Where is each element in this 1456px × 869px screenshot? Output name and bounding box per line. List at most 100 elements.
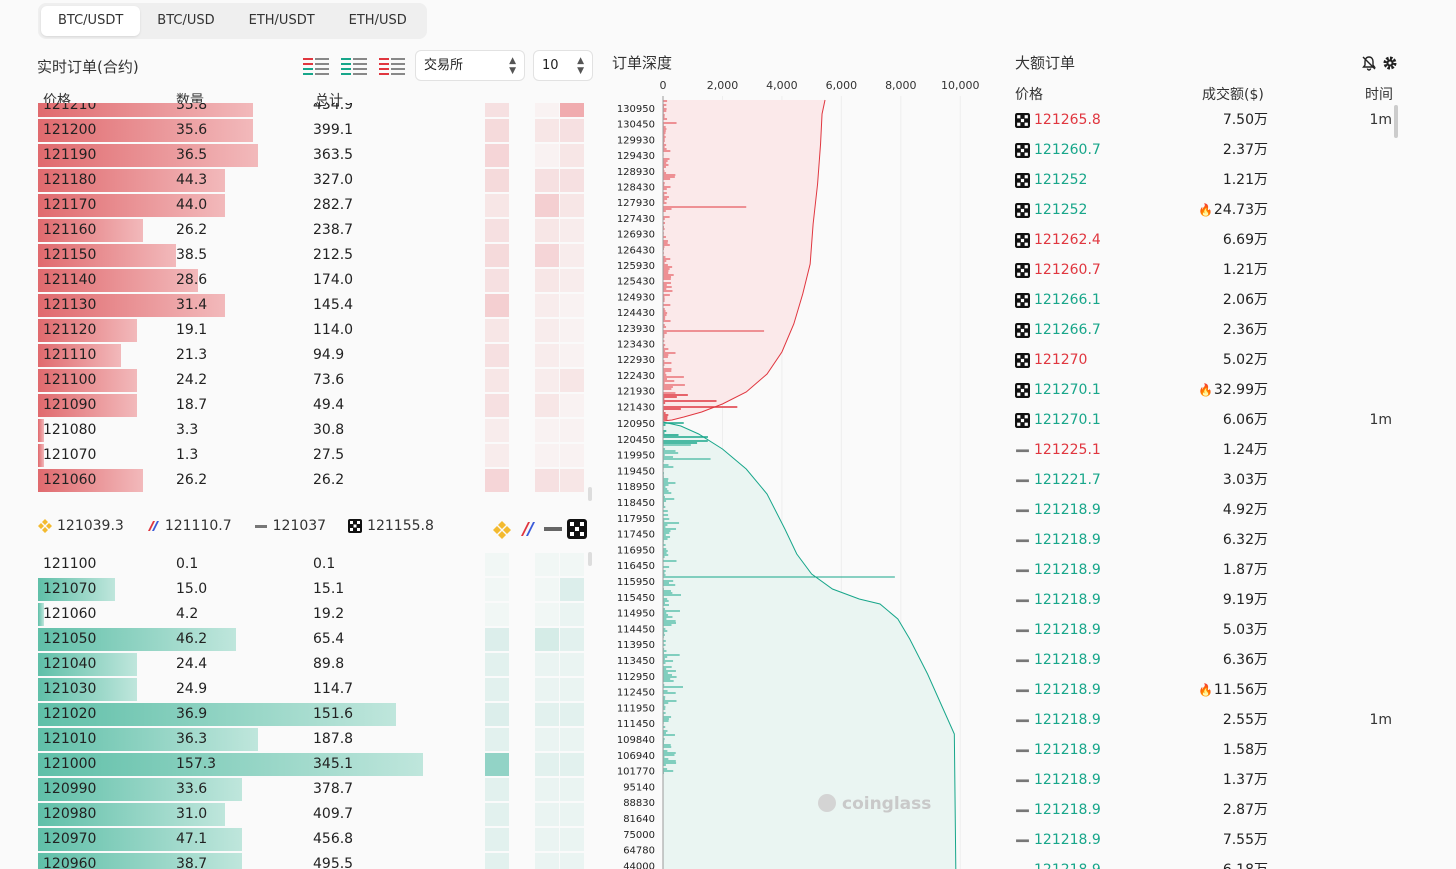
ask-scrollbar[interactable]	[588, 487, 592, 501]
bigorder-row[interactable]: 121225.1 1.24万	[1015, 435, 1400, 465]
bid-row[interactable]: 121010 36.3 187.8	[38, 727, 588, 752]
y-tick-label: 64780	[623, 846, 655, 857]
bybit-icon[interactable]	[518, 519, 538, 539]
bigorder-row[interactable]: 121218.9 2.87万	[1015, 795, 1400, 825]
depth-select[interactable]: 10 ▲ ▼	[533, 50, 593, 81]
bid-row[interactable]: 121070 15.0 15.1	[38, 577, 588, 602]
ask-row[interactable]: 121080 3.3 30.8	[38, 418, 588, 443]
bigorder-row[interactable]: 121260.7 1.21万	[1015, 255, 1400, 285]
bigorder-row[interactable]: 121221.7 3.03万	[1015, 465, 1400, 495]
ask-row[interactable]: 121070 1.3 27.5	[38, 443, 588, 468]
bigorder-row[interactable]: 121270.1 🔥32.99万	[1015, 375, 1400, 405]
ask-row[interactable]: 121170 44.0 282.7	[38, 193, 588, 218]
bigorder-row[interactable]: 121260.7 2.37万	[1015, 135, 1400, 165]
binance-icon[interactable]	[492, 519, 512, 539]
ask-price: 121140	[43, 272, 97, 288]
bid-row[interactable]: 120960 38.7 495.5	[38, 852, 588, 869]
ask-qty: 1.3	[176, 447, 199, 463]
bigorder-row[interactable]: 121252 🔥24.73万	[1015, 195, 1400, 225]
ask-row[interactable]: 121120 19.1 114.0	[38, 318, 588, 343]
exchange-select[interactable]: 交易所 ▲ ▼	[415, 50, 525, 81]
bid-row[interactable]: 121060 4.2 19.2	[38, 602, 588, 627]
view-bids-icon[interactable]	[341, 57, 367, 75]
ask-qty: 18.7	[176, 397, 208, 413]
bid-row[interactable]: 121050 46.2 65.4	[38, 627, 588, 652]
bigorder-amount: 1.24万	[1223, 435, 1268, 465]
ask-price: 121090	[43, 397, 97, 413]
bigorder-row[interactable]: 121218.9 2.55万 1m	[1015, 705, 1400, 735]
ask-row[interactable]: 121110 21.3 94.9	[38, 343, 588, 368]
bigorder-price: 121225.1	[1034, 442, 1101, 458]
bigorder-row[interactable]: 121266.1 2.06万	[1015, 285, 1400, 315]
bigorder-row[interactable]: 121218.9 7.55万	[1015, 825, 1400, 855]
heat-cell	[485, 753, 509, 776]
bigorder-row[interactable]: 121218.9 6.18万	[1015, 855, 1400, 869]
bigorder-row[interactable]: 121218.9 6.32万	[1015, 525, 1400, 555]
gear-icon[interactable]	[1382, 55, 1398, 71]
bigorder-row[interactable]: 121218.9 5.03万	[1015, 615, 1400, 645]
bigorder-amount: 3.03万	[1223, 465, 1268, 495]
ask-row[interactable]: 121150 38.5 212.5	[38, 243, 588, 268]
bid-row[interactable]: 120970 47.1 456.8	[38, 827, 588, 852]
bigorder-row[interactable]: 121262.4 6.69万	[1015, 225, 1400, 255]
bell-off-icon[interactable]	[1361, 55, 1377, 71]
bigorder-row[interactable]: 121218.9 1.58万	[1015, 735, 1400, 765]
bigorder-row[interactable]: 121218.9 1.37万	[1015, 765, 1400, 795]
ask-row[interactable]: 121210 35.8 434.9	[38, 103, 588, 118]
ask-row[interactable]: 121160 26.2 238.7	[38, 218, 588, 243]
ask-row[interactable]: 121200 35.6 399.1	[38, 118, 588, 143]
bitmex-icon[interactable]	[543, 519, 563, 539]
tab-eth-usd[interactable]: ETH/USD	[348, 13, 407, 28]
tab-btc-usdt[interactable]: BTC/USDT	[41, 6, 141, 36]
y-tick-label: 119450	[617, 466, 655, 477]
bid-row[interactable]: 121040 24.4 89.8	[38, 652, 588, 677]
bitmex-icon	[1015, 473, 1030, 488]
bigorder-amount-value: 2.37万	[1222, 142, 1268, 158]
bigorder-row[interactable]: 121218.9 1.87万	[1015, 555, 1400, 585]
ask-price: 121210	[43, 103, 97, 113]
bigorder-row[interactable]: 121266.7 2.36万	[1015, 315, 1400, 345]
ask-row[interactable]: 121180 44.3 327.0	[38, 168, 588, 193]
okx-icon	[1015, 413, 1030, 428]
ask-row[interactable]: 121060 26.2 26.2	[38, 468, 588, 493]
ask-row[interactable]: 121190 36.5 363.5	[38, 143, 588, 168]
heat-cell	[535, 778, 559, 801]
bigorder-row[interactable]: 121270.1 6.06万 1m	[1015, 405, 1400, 435]
tab-btc-usd[interactable]: BTC/USD	[157, 13, 215, 28]
tab-eth-usdt[interactable]: ETH/USDT	[248, 13, 315, 28]
col-total: 总计	[315, 93, 343, 109]
bigorder-row[interactable]: 121218.9 4.92万	[1015, 495, 1400, 525]
bid-depth-bar	[38, 703, 396, 726]
bid-row[interactable]: 121030 24.9 114.7	[38, 677, 588, 702]
bid-row[interactable]: 121100 0.1 0.1	[38, 552, 588, 577]
bigorder-row[interactable]: 121218.9 6.36万	[1015, 645, 1400, 675]
bid-scrollbar[interactable]	[588, 552, 592, 566]
bid-row[interactable]: 120990 33.6 378.7	[38, 777, 588, 802]
bigorder-row[interactable]: 121270 5.02万	[1015, 345, 1400, 375]
bigorder-row[interactable]: 121218.9 🔥11.56万	[1015, 675, 1400, 705]
ask-qty: 36.5	[176, 147, 208, 163]
bid-row[interactable]: 121020 36.9 151.6	[38, 702, 588, 727]
ask-row[interactable]: 121090 18.7 49.4	[38, 393, 588, 418]
bid-depth-bar	[38, 778, 242, 801]
bigorder-amount-value: 6.06万	[1222, 412, 1268, 428]
view-asks-icon[interactable]	[379, 57, 405, 75]
ask-qty: 24.2	[176, 372, 208, 388]
heat-cell	[560, 344, 584, 367]
heat-cell	[560, 244, 584, 267]
y-tick-label: 122430	[617, 371, 655, 382]
bigorder-row[interactable]: 121218.9 9.19万	[1015, 585, 1400, 615]
bigorder-amount: 6.69万	[1223, 225, 1268, 255]
bid-row[interactable]: 121000 157.3 345.1	[38, 752, 588, 777]
bigorder-time: 1m	[1369, 112, 1392, 128]
view-both-icon[interactable]	[303, 57, 329, 75]
bigorder-row[interactable]: 121265.8 7.50万 1m	[1015, 105, 1400, 135]
ask-row[interactable]: 121100 24.2 73.6	[38, 368, 588, 393]
bigorder-row[interactable]: 121252 1.21万	[1015, 165, 1400, 195]
bid-row[interactable]: 120980 31.0 409.7	[38, 802, 588, 827]
ask-row[interactable]: 121140 28.6 174.0	[38, 268, 588, 293]
okx-icon[interactable]	[567, 519, 587, 539]
ask-row[interactable]: 121130 31.4 145.4	[38, 293, 588, 318]
bigorders-scrollbar[interactable]	[1394, 105, 1398, 138]
ask-total: 26.2	[313, 472, 345, 488]
